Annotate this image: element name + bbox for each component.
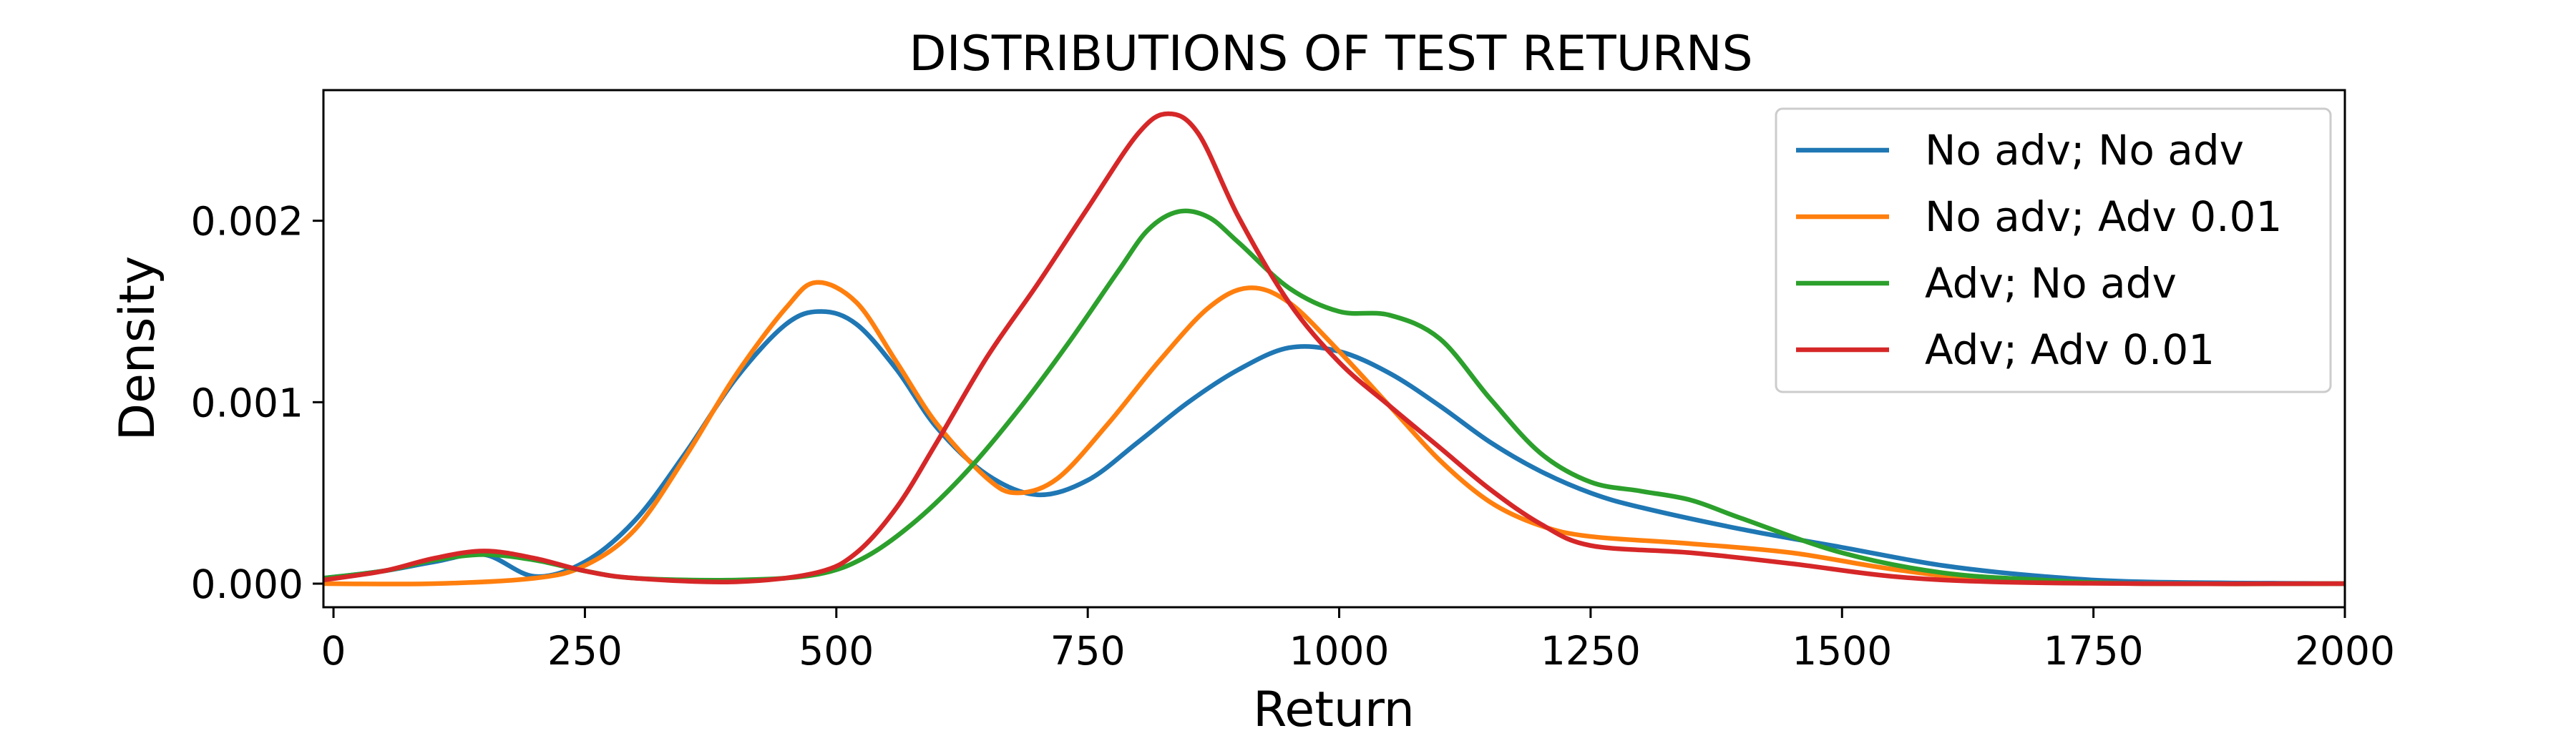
legend-label-2: No adv; Adv 0.01 [1925, 192, 2282, 241]
x-tick-label: 250 [547, 628, 623, 674]
y-tick-label: 0.002 [191, 199, 303, 245]
y-tick-label: 0.001 [191, 380, 303, 426]
x-tick-label: 2000 [2295, 628, 2395, 674]
x-tick-label: 1500 [1792, 628, 1892, 674]
y-tick-label: 0.000 [191, 561, 303, 607]
legend: No adv; No adv No adv; Adv 0.01 Adv; No ad… [1775, 107, 2332, 393]
plot-frame [322, 89, 2346, 609]
x-axis-label: Return [1253, 682, 1415, 738]
x-tick-label: 1250 [1541, 628, 1641, 674]
legend-label-3: Adv; No adv [1925, 259, 2177, 308]
y-axis: 0.000 0.001 0.002 [191, 199, 323, 607]
x-axis: 0 250 500 750 1000 1250 1500 1750 2000 [321, 607, 2395, 674]
x-tick-label: 0 [321, 628, 346, 674]
series-line-4 [323, 111, 2345, 586]
x-tick-label: 750 [1050, 628, 1126, 674]
x-tick-label: 500 [799, 628, 874, 674]
plot-area [322, 89, 2346, 609]
x-tick-label: 1750 [2044, 628, 2144, 674]
chart-title: DISTRIBUTIONS OF TEST RETURNS [909, 26, 1752, 82]
x-tick-label: 1000 [1289, 628, 1390, 674]
y-axis-label: Density [109, 256, 166, 441]
series-layer [323, 111, 2345, 586]
legend-frame [1775, 107, 2332, 393]
series-line-2 [323, 280, 2345, 586]
legend-label-1: No adv; No adv [1925, 126, 2244, 175]
legend-label-4: Adv; Adv 0.01 [1925, 325, 2215, 374]
